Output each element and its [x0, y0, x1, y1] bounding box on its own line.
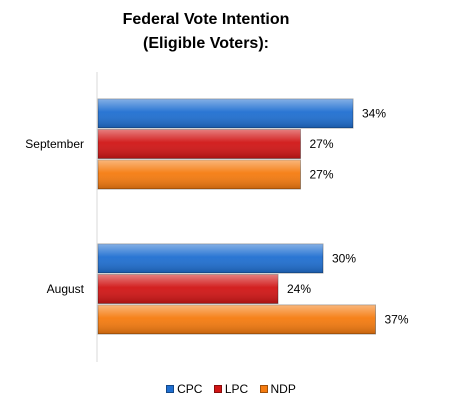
bar-gloss-august-lpc	[98, 274, 278, 304]
data-label-september-lpc: 27%	[310, 137, 334, 151]
legend-swatch-cpc	[166, 385, 175, 393]
data-label-august-lpc: 24%	[287, 282, 311, 296]
chart-title-line-1: Federal Vote Intention	[122, 11, 290, 28]
data-label-august-ndp: 37%	[385, 313, 409, 327]
category-label-august: August	[47, 282, 85, 296]
legend-label-cpc: CPC	[177, 382, 203, 396]
chart-title: Federal Vote Intention (Eligible Voters)…	[96, 8, 316, 56]
bar-gloss-september-ndp	[98, 160, 301, 189]
legend-item-ndp: NDP	[259, 382, 296, 396]
bar-gloss-september-lpc	[98, 129, 301, 159]
data-label-september-cpc: 34%	[362, 107, 386, 121]
legend-label-ndp: NDP	[270, 382, 296, 396]
data-label-september-ndp: 27%	[310, 168, 334, 182]
legend: CPC LPC NDP	[0, 382, 462, 396]
category-label-september: September	[25, 137, 84, 151]
bar-chart: September 34% 27% 27% August 30% 24% 37%	[25, 72, 409, 362]
bars-layer: September 34% 27% 27% August 30% 24% 37%	[25, 98, 409, 335]
legend-label-lpc: LPC	[224, 382, 249, 396]
chart-title-line-2: (Eligible Voters):	[143, 35, 269, 52]
bar-gloss-august-ndp	[98, 305, 376, 334]
legend-swatch-ndp	[259, 385, 268, 393]
legend-swatch-lpc	[213, 385, 222, 393]
legend-item-cpc: CPC	[166, 382, 202, 396]
bar-gloss-august-cpc	[98, 244, 323, 273]
data-label-august-cpc: 30%	[332, 252, 356, 266]
legend-item-lpc: LPC	[213, 382, 249, 396]
bar-gloss-september-cpc	[98, 99, 353, 128]
